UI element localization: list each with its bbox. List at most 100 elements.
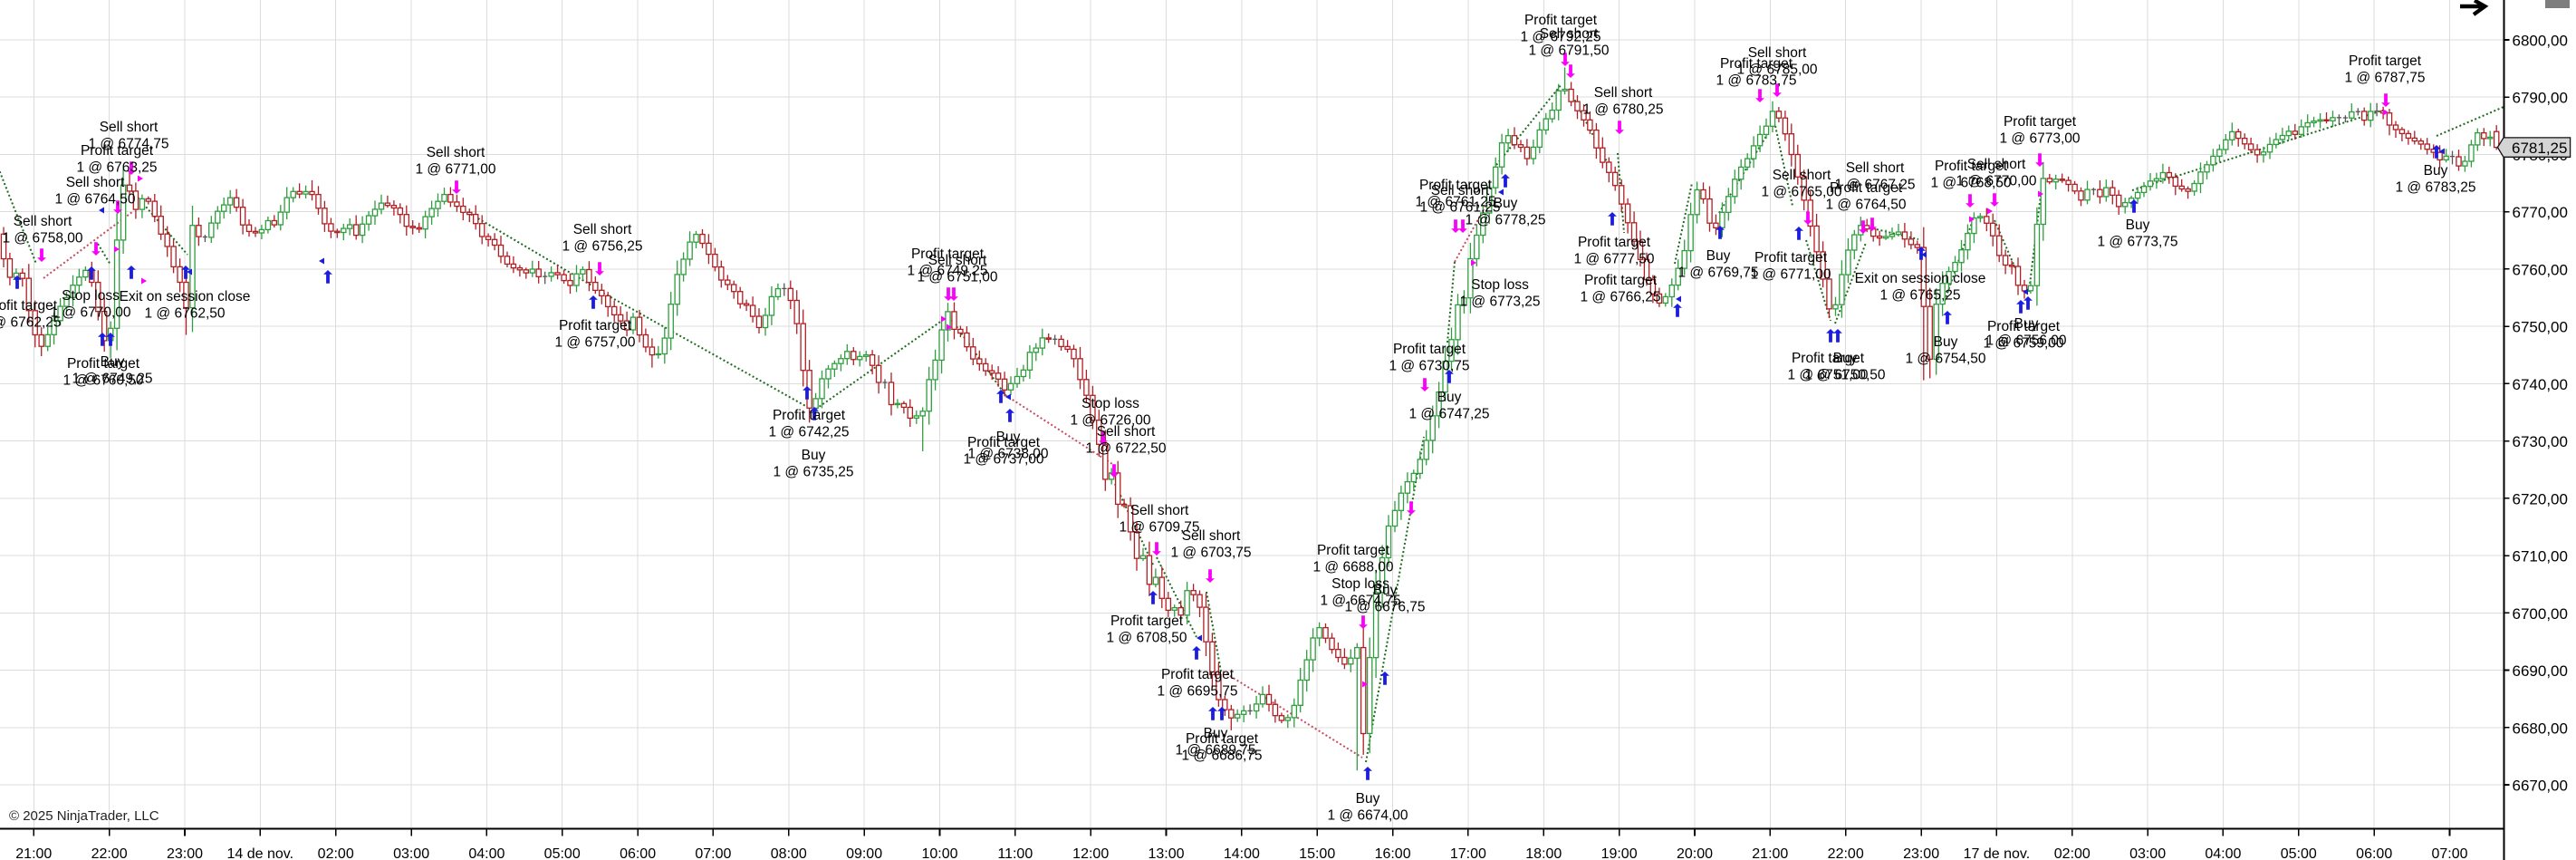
svg-text:1 @ 6769,75: 1 @ 6769,75 bbox=[1678, 266, 1759, 281]
svg-text:Sell short: Sell short bbox=[427, 145, 485, 160]
svg-text:1 @ 6703,75: 1 @ 6703,75 bbox=[1171, 546, 1252, 561]
svg-text:1 @ 6762,25: 1 @ 6762,25 bbox=[0, 315, 62, 331]
svg-text:1 @ 6709,75: 1 @ 6709,75 bbox=[1120, 520, 1200, 536]
svg-text:1 @ 6764,50: 1 @ 6764,50 bbox=[1826, 198, 1907, 213]
svg-text:Sell short: Sell short bbox=[1748, 45, 1807, 61]
svg-text:02:00: 02:00 bbox=[2054, 846, 2091, 860]
svg-text:Profit target: Profit target bbox=[0, 298, 58, 314]
svg-text:1 @ 6686,75: 1 @ 6686,75 bbox=[1182, 749, 1263, 764]
svg-text:1 @ 6735,25: 1 @ 6735,25 bbox=[774, 465, 854, 480]
svg-text:Sell short: Sell short bbox=[1431, 183, 1490, 198]
svg-text:Buy: Buy bbox=[1437, 390, 1462, 405]
svg-text:6680,00: 6680,00 bbox=[2513, 720, 2568, 737]
svg-text:6770,00: 6770,00 bbox=[2513, 204, 2568, 221]
svg-text:02:00: 02:00 bbox=[318, 846, 354, 860]
svg-text:Profit target: Profit target bbox=[1161, 667, 1235, 682]
svg-text:1 @ 6791,50: 1 @ 6791,50 bbox=[1529, 43, 1610, 59]
svg-text:23:00: 23:00 bbox=[167, 846, 203, 860]
svg-text:05:00: 05:00 bbox=[2281, 846, 2317, 860]
svg-text:1 @ 6758,00: 1 @ 6758,00 bbox=[3, 231, 83, 246]
svg-text:1 @ 6766,25: 1 @ 6766,25 bbox=[1581, 290, 1661, 305]
svg-text:1 @ 6792,25: 1 @ 6792,25 bbox=[1521, 30, 1601, 45]
svg-text:1 @ 6780,25: 1 @ 6780,25 bbox=[1583, 102, 1664, 118]
svg-text:Sell short: Sell short bbox=[573, 222, 632, 237]
svg-text:Sell short: Sell short bbox=[1182, 528, 1241, 544]
svg-text:Profit target: Profit target bbox=[773, 408, 846, 423]
svg-text:Profit target: Profit target bbox=[2349, 53, 2422, 69]
svg-text:11:00: 11:00 bbox=[997, 846, 1033, 860]
svg-text:Profit target: Profit target bbox=[1578, 235, 1651, 250]
svg-text:6800,00: 6800,00 bbox=[2513, 33, 2568, 50]
svg-text:14 de nov.: 14 de nov. bbox=[227, 846, 294, 860]
svg-text:6720,00: 6720,00 bbox=[2513, 490, 2568, 507]
svg-text:Profit target: Profit target bbox=[911, 246, 985, 262]
svg-text:1 @ 6783,25: 1 @ 6783,25 bbox=[2396, 180, 2476, 196]
svg-text:1 @ 6762,50: 1 @ 6762,50 bbox=[145, 306, 226, 322]
svg-text:Profit target: Profit target bbox=[1186, 731, 1259, 747]
svg-text:1 @ 6751,00: 1 @ 6751,00 bbox=[918, 270, 998, 285]
svg-text:Buy: Buy bbox=[2014, 316, 2039, 332]
svg-text:1 @ 6749,25: 1 @ 6749,25 bbox=[72, 372, 153, 387]
svg-text:16:00: 16:00 bbox=[1375, 846, 1411, 860]
svg-text:13:00: 13:00 bbox=[1148, 846, 1184, 860]
svg-text:1 @ 6749,25: 1 @ 6749,25 bbox=[908, 264, 988, 279]
svg-text:Sell short: Sell short bbox=[100, 120, 159, 135]
svg-text:1 @ 6688,00: 1 @ 6688,00 bbox=[1313, 560, 1394, 575]
svg-text:1 @ 6767,25: 1 @ 6767,25 bbox=[1835, 178, 1916, 193]
svg-text:6740,00: 6740,00 bbox=[2513, 376, 2568, 393]
svg-text:Profit target: Profit target bbox=[1987, 319, 2061, 334]
svg-text:Sell short: Sell short bbox=[1594, 85, 1653, 101]
svg-text:6730,00: 6730,00 bbox=[2513, 433, 2568, 450]
svg-text:6710,00: 6710,00 bbox=[2513, 548, 2568, 565]
svg-text:21:00: 21:00 bbox=[15, 846, 52, 860]
svg-text:Profit target: Profit target bbox=[1720, 56, 1793, 72]
svg-text:Buy: Buy bbox=[1934, 334, 1958, 350]
svg-text:06:00: 06:00 bbox=[2356, 846, 2392, 860]
svg-text:1 @ 6783,75: 1 @ 6783,75 bbox=[1716, 73, 1797, 89]
svg-text:Profit target: Profit target bbox=[1524, 13, 1598, 28]
svg-text:1 @ 6787,75: 1 @ 6787,75 bbox=[2345, 71, 2426, 86]
svg-text:17:00: 17:00 bbox=[1450, 846, 1486, 860]
svg-text:1 @ 6742,25: 1 @ 6742,25 bbox=[769, 425, 850, 440]
svg-text:22:00: 22:00 bbox=[91, 846, 128, 860]
svg-text:15:00: 15:00 bbox=[1299, 846, 1335, 860]
svg-text:Buy: Buy bbox=[1373, 583, 1398, 598]
svg-text:Sell short: Sell short bbox=[14, 214, 72, 229]
svg-text:12:00: 12:00 bbox=[1072, 846, 1109, 860]
svg-text:1 @ 6750,50: 1 @ 6750,50 bbox=[1805, 368, 1886, 383]
svg-text:Buy: Buy bbox=[2126, 217, 2150, 233]
svg-text:1 @ 6771,00: 1 @ 6771,00 bbox=[416, 162, 496, 178]
svg-text:23:00: 23:00 bbox=[1903, 846, 1939, 860]
svg-text:09:00: 09:00 bbox=[846, 846, 882, 860]
svg-text:Buy: Buy bbox=[802, 448, 826, 463]
svg-text:1 @ 6778,25: 1 @ 6778,25 bbox=[1466, 213, 1546, 228]
svg-text:07:00: 07:00 bbox=[2431, 846, 2467, 860]
svg-text:1 @ 6771,00: 1 @ 6771,00 bbox=[1751, 267, 1831, 283]
svg-text:04:00: 04:00 bbox=[468, 846, 505, 860]
svg-text:1 @ 6674,00: 1 @ 6674,00 bbox=[1328, 808, 1408, 824]
svg-text:Buy: Buy bbox=[1494, 196, 1518, 211]
svg-text:1 @ 6764,50: 1 @ 6764,50 bbox=[55, 192, 136, 208]
svg-text:1 @ 6754,50: 1 @ 6754,50 bbox=[1906, 352, 1986, 367]
svg-text:Profit target: Profit target bbox=[1754, 250, 1828, 266]
svg-text:03:00: 03:00 bbox=[2129, 846, 2166, 860]
svg-text:1 @ 6773,25: 1 @ 6773,25 bbox=[1460, 295, 1541, 310]
svg-text:1 @ 6756,25: 1 @ 6756,25 bbox=[562, 239, 643, 255]
svg-text:08:00: 08:00 bbox=[771, 846, 807, 860]
svg-text:1 @ 6770,00: 1 @ 6770,00 bbox=[51, 305, 131, 321]
svg-text:1 @ 6765,00: 1 @ 6765,00 bbox=[1762, 185, 1842, 200]
svg-text:19:00: 19:00 bbox=[1601, 846, 1638, 860]
svg-text:6750,00: 6750,00 bbox=[2513, 319, 2568, 336]
svg-text:Buy: Buy bbox=[1356, 791, 1380, 807]
svg-text:1 @ 6763,25: 1 @ 6763,25 bbox=[77, 160, 158, 176]
svg-text:1 @ 6761,25: 1 @ 6761,25 bbox=[1420, 200, 1501, 216]
svg-text:6790,00: 6790,00 bbox=[2513, 90, 2568, 107]
svg-text:20:00: 20:00 bbox=[1677, 846, 1713, 860]
svg-text:1 @ 6722,50: 1 @ 6722,50 bbox=[1086, 441, 1167, 457]
svg-text:07:00: 07:00 bbox=[695, 846, 731, 860]
svg-text:Exit on session close: Exit on session close bbox=[120, 289, 251, 304]
svg-text:1 @ 6737,00: 1 @ 6737,00 bbox=[964, 452, 1044, 468]
svg-text:6700,00: 6700,00 bbox=[2513, 605, 2568, 623]
svg-text:© 2025 NinjaTrader, LLC: © 2025 NinjaTrader, LLC bbox=[9, 808, 159, 824]
svg-text:1 @ 6695,75: 1 @ 6695,75 bbox=[1158, 684, 1238, 700]
